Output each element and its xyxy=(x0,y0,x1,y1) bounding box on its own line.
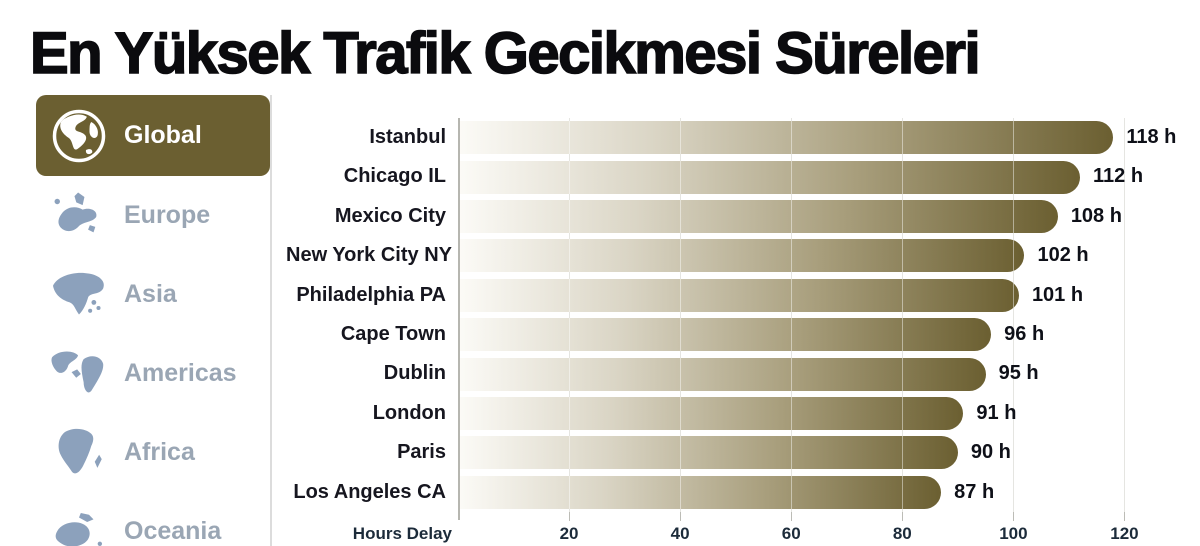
gridline-80 xyxy=(902,118,904,512)
category-label: Chicago IL xyxy=(343,165,446,188)
gridline-60 xyxy=(791,118,793,512)
y-axis-line xyxy=(458,118,460,520)
sidebar-item-label: Europe xyxy=(124,201,211,229)
bar[interactable] xyxy=(458,475,942,509)
x-tick-mark xyxy=(1124,512,1126,521)
bar[interactable] xyxy=(458,436,958,470)
x-tick-label: 20 xyxy=(559,524,579,543)
category-label: London xyxy=(372,401,446,424)
gridline-overlay xyxy=(569,118,571,512)
x-tick-label: 100 xyxy=(999,524,1028,543)
bar-row-dublin: Dublin 95 h xyxy=(384,354,1180,393)
page-title: En Yüksek Trafik Gecikmesi Süreleri xyxy=(29,20,981,87)
value-label: 112 h xyxy=(1093,165,1144,188)
category-label: Philadelphia PA xyxy=(296,283,446,306)
sidebar-item-asia[interactable]: Asia xyxy=(36,255,270,334)
gridline-overlay xyxy=(791,118,793,512)
x-tick-mark xyxy=(569,512,571,521)
x-tick-mark xyxy=(680,512,682,521)
gridline-40 xyxy=(680,118,682,512)
bar[interactable] xyxy=(458,121,1114,155)
traffic-delay-bar-chart: Hours Delay 20 40 60 80 100 120 Istanbul 118 h C… xyxy=(286,118,1180,543)
sidebar-item-label: Asia xyxy=(124,280,177,308)
gridline-overlay xyxy=(680,118,682,512)
sidebar-item-americas[interactable]: Americas xyxy=(36,334,270,413)
bar[interactable] xyxy=(458,396,964,430)
bar[interactable] xyxy=(458,239,1025,273)
sidebar-item-label: Africa xyxy=(124,438,195,466)
value-label: 91 h xyxy=(976,401,1017,424)
bar[interactable] xyxy=(458,160,1081,194)
bar[interactable] xyxy=(458,318,992,352)
category-label: Istanbul xyxy=(369,126,446,148)
gridline-overlay xyxy=(1013,118,1015,512)
americas-map-icon xyxy=(44,348,114,400)
value-label: 90 h xyxy=(970,441,1011,464)
bar-row-philadelphia-pa: Philadelphia PA 101 h xyxy=(296,276,1180,315)
value-label: 102 h xyxy=(1037,244,1089,267)
sidebar-item-africa[interactable]: Africa xyxy=(36,413,270,492)
x-tick-mark xyxy=(902,512,904,521)
category-label: Dublin xyxy=(383,362,446,385)
sidebar-item-global[interactable]: Global xyxy=(36,95,270,176)
bar-row-cape-town: Cape Town 96 h xyxy=(341,315,1180,354)
sidebar-item-europe[interactable]: Europe xyxy=(36,176,270,255)
region-sidebar: Global Europe Asia Americas Africa Oceania xyxy=(36,95,270,546)
x-axis-label: Hours Delay xyxy=(352,524,452,543)
sidebar-divider xyxy=(270,95,272,546)
bar-row-istanbul: Istanbul 118 h xyxy=(369,118,1180,157)
bar-row-chicago-il: Chicago IL 112 h xyxy=(344,157,1180,196)
category-label: Cape Town xyxy=(340,322,446,345)
gridline-120 xyxy=(1124,118,1126,512)
oceania-map-icon xyxy=(44,508,114,546)
sidebar-item-label: Oceania xyxy=(124,517,222,545)
gridline-overlay xyxy=(1124,118,1126,512)
sidebar-item-oceania[interactable]: Oceania xyxy=(36,492,270,546)
x-tick-label: 80 xyxy=(892,524,912,543)
gridline-100 xyxy=(1013,118,1015,512)
value-label: 118 h xyxy=(1126,126,1177,148)
asia-map-icon xyxy=(44,269,114,321)
sidebar-item-label: Global xyxy=(124,121,202,149)
africa-map-icon xyxy=(44,426,114,480)
gridline-20 xyxy=(569,118,571,512)
category-label: New York City NY xyxy=(286,244,452,267)
bar-row-new-york-city-ny: New York City NY 102 h xyxy=(286,236,1180,275)
value-label: 95 h xyxy=(998,362,1039,385)
sidebar-item-label: Americas xyxy=(124,359,237,387)
europe-map-icon xyxy=(44,190,114,242)
bar-row-los-angeles-ca: Los Angeles CA 87 h xyxy=(293,473,1180,512)
bar[interactable] xyxy=(458,199,1058,233)
bar[interactable] xyxy=(458,278,1019,312)
x-tick-label: 120 xyxy=(1110,524,1139,543)
x-tick-label: 40 xyxy=(670,524,690,543)
category-label: Los Angeles CA xyxy=(293,480,446,503)
bar-row-london: London 91 h xyxy=(373,394,1180,433)
value-label: 96 h xyxy=(1004,322,1045,345)
x-tick-mark xyxy=(1013,512,1015,521)
x-tick-label: 60 xyxy=(781,524,801,543)
gridline-overlay xyxy=(902,118,904,512)
category-label: Mexico City xyxy=(334,204,446,227)
x-tick-mark xyxy=(791,512,793,521)
value-label: 101 h xyxy=(1031,283,1084,306)
bar-row-paris: Paris 90 h xyxy=(397,433,1180,472)
value-label: 87 h xyxy=(954,480,995,503)
globe-icon xyxy=(44,108,114,164)
bar-rows: Istanbul 118 h Chicago IL 112 h Mexico City 1… xyxy=(286,118,1180,512)
bar[interactable] xyxy=(458,357,986,391)
bar-row-mexico-city: Mexico City 108 h xyxy=(335,197,1180,236)
category-label: Paris xyxy=(397,441,446,464)
value-label: 108 h xyxy=(1070,204,1122,227)
